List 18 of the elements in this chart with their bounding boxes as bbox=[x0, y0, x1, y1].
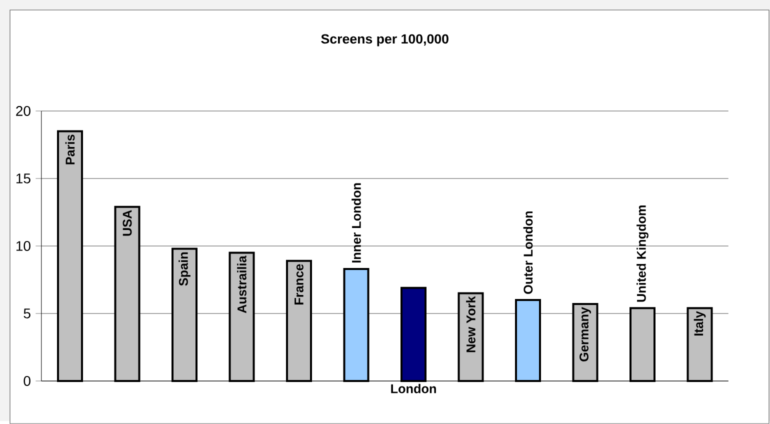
x-tick-label: Germany bbox=[580, 307, 591, 362]
x-tick-label: Italy bbox=[694, 311, 706, 336]
x-tick-label: Inner London bbox=[352, 183, 361, 263]
x-tick-label: Paris bbox=[65, 134, 75, 164]
y-tick-label: 15 bbox=[16, 174, 30, 184]
x-tick-label: Outer London bbox=[523, 211, 533, 294]
x-tick-label: Spain bbox=[178, 252, 190, 286]
x-tick-label: France bbox=[294, 264, 304, 304]
y-tick-label: 5 bbox=[24, 308, 30, 318]
chart-title: Screens per 100,000 bbox=[321, 34, 448, 46]
y-tick-label: 0 bbox=[24, 376, 30, 386]
y-tick-label: 10 bbox=[16, 241, 30, 251]
x-tick-label: London bbox=[391, 384, 436, 394]
x-tick-label: USA bbox=[122, 210, 132, 236]
x-tick-label: Austrailia bbox=[237, 256, 246, 314]
x-tick-label: New York bbox=[466, 296, 476, 352]
x-tick-label: United Kingdom bbox=[636, 206, 648, 302]
y-tick-label: 20 bbox=[16, 106, 30, 116]
